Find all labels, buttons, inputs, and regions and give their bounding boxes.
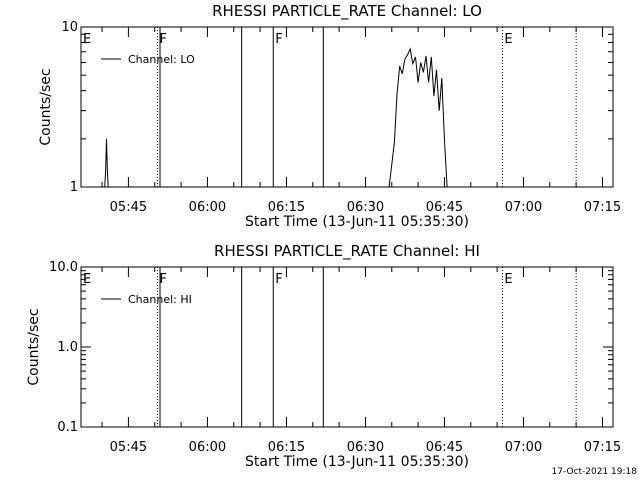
- y-tick-label: 1.0: [57, 340, 78, 355]
- x-axis-label: Start Time (13-Jun-11 05:35:30): [245, 454, 469, 470]
- event-marker-label: F: [275, 272, 282, 287]
- x-tick-label: 06:45: [426, 200, 463, 215]
- event-marker-label: F: [275, 32, 282, 47]
- event-marker-label: E: [504, 272, 512, 287]
- x-tick-label: 07:00: [505, 200, 542, 215]
- plot-frame: [80, 26, 614, 188]
- plot-frame: [80, 266, 614, 428]
- event-marker-label: F: [159, 272, 166, 287]
- x-tick-label: 07:00: [505, 440, 542, 455]
- series-line: [388, 47, 448, 188]
- event-marker-label: F: [159, 32, 166, 47]
- x-tick-label: 06:00: [189, 440, 226, 455]
- chart-title: RHESSI PARTICLE_RATE Channel: HI: [214, 242, 480, 261]
- x-tick-label: 06:30: [347, 200, 384, 215]
- event-marker-label: E: [504, 32, 512, 47]
- y-tick-label: 10.0: [49, 260, 78, 275]
- x-tick-label: 05:45: [110, 200, 147, 215]
- x-tick-label: 06:15: [268, 200, 305, 215]
- y-axis-label: Counts/sec: [26, 308, 42, 385]
- legend-label: Channel: LO: [128, 53, 195, 66]
- x-tick-label: 07:15: [584, 200, 621, 215]
- x-tick-label: 06:15: [268, 440, 305, 455]
- x-tick-label: 06:30: [347, 440, 384, 455]
- legend-label: Channel: HI: [128, 293, 192, 306]
- event-marker-label: E: [83, 272, 91, 287]
- event-marker-label: E: [83, 32, 91, 47]
- y-tick-label: 10: [61, 20, 78, 35]
- chart-title: RHESSI PARTICLE_RATE Channel: LO: [212, 2, 482, 21]
- y-axis-label: Counts/sec: [38, 68, 54, 145]
- x-tick-label: 05:45: [110, 440, 147, 455]
- x-tick-label: 06:00: [189, 200, 226, 215]
- x-tick-label: 07:15: [584, 440, 621, 455]
- x-tick-label: 06:45: [426, 440, 463, 455]
- y-tick-label: 0.1: [57, 420, 78, 435]
- footer-timestamp: 17-Oct-2021 19:18: [552, 467, 638, 477]
- x-axis-label: Start Time (13-Jun-11 05:35:30): [245, 214, 469, 230]
- series-line: [104, 138, 109, 188]
- y-tick-label: 1: [70, 180, 78, 195]
